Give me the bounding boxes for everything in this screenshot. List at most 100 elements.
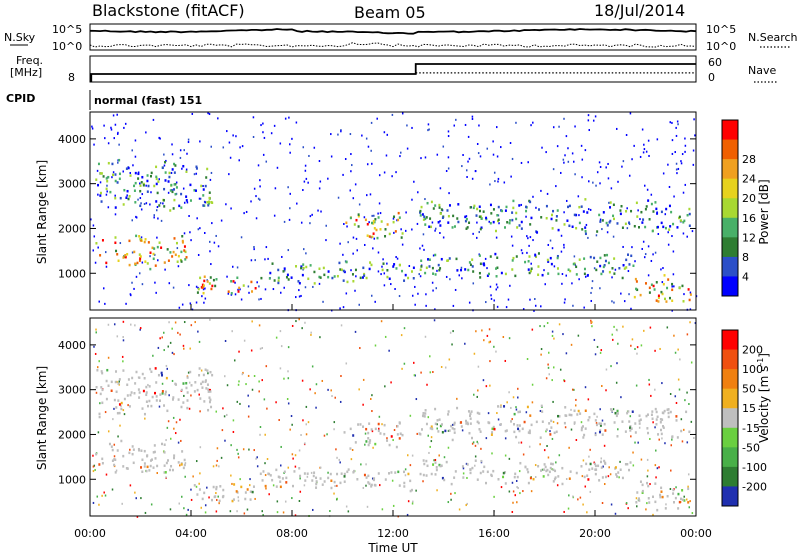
echo-cell: [472, 282, 475, 285]
echo-cell: [237, 383, 240, 386]
echo-cell: [260, 276, 263, 280]
echo-cell: [275, 401, 277, 404]
echo-cell: [639, 293, 642, 297]
colorbar-swatch: [722, 198, 738, 219]
echo-cell: [546, 258, 549, 262]
echo-cell: [210, 498, 213, 502]
echo-cell: [599, 218, 602, 221]
frequency-line: [90, 63, 696, 82]
echo-cell: [354, 183, 357, 186]
echo-cell: [684, 150, 686, 153]
echo-cell: [195, 460, 198, 463]
echo-cell: [168, 171, 171, 175]
echo-cell: [199, 472, 201, 475]
echo-cell: [394, 471, 397, 474]
echo-cell: [540, 469, 543, 472]
echo-cell: [471, 466, 474, 470]
echo-cell: [422, 233, 425, 236]
echo-cell: [667, 415, 670, 419]
echo-cell: [388, 349, 390, 352]
echo-cell: [239, 402, 241, 405]
echo-cell: [319, 276, 322, 279]
echo-cell: [370, 121, 373, 124]
echo-cell: [675, 126, 677, 129]
echo-cell: [330, 479, 333, 483]
echo-cell: [159, 337, 161, 340]
echo-cell: [127, 197, 130, 201]
echo-cell: [679, 497, 682, 501]
echo-cell: [401, 269, 404, 273]
echo-cell: [163, 349, 165, 352]
echo-cell: [604, 475, 607, 479]
echo-cell: [527, 431, 530, 434]
echo-cell: [180, 405, 183, 409]
echo-cell: [544, 465, 547, 469]
echo-cell: [668, 228, 671, 231]
echo-cell: [132, 448, 135, 451]
echo-cell: [290, 276, 293, 279]
echo-cell: [485, 216, 488, 220]
echo-cell: [370, 294, 373, 297]
echo-cell: [298, 449, 301, 452]
echo-cell: [319, 180, 322, 183]
echo-cell: [622, 245, 624, 248]
echo-cell: [477, 152, 480, 155]
echo-cell: [200, 382, 203, 386]
echo-cell: [517, 487, 519, 490]
echo-cell: [96, 495, 99, 498]
echo-cell: [486, 274, 489, 278]
echo-cell: [482, 262, 485, 266]
y-tick-label: 1000: [58, 473, 86, 486]
echo-cell: [464, 215, 467, 219]
echo-cell: [510, 420, 513, 423]
echo-cell: [146, 179, 149, 183]
echo-cell: [638, 422, 641, 425]
echo-cell: [174, 321, 177, 324]
echo-cell: [236, 276, 239, 280]
echo-cell: [568, 446, 570, 449]
echo-cell: [303, 472, 306, 475]
echo-cell: [440, 365, 443, 368]
echo-cell: [128, 239, 131, 243]
echo-cell: [636, 491, 639, 494]
echo-cell: [545, 204, 548, 208]
echo-cell: [177, 461, 180, 464]
echo-cell: [612, 408, 615, 411]
echo-cell: [186, 152, 188, 155]
echo-cell: [321, 483, 324, 486]
colorbar-swatch: [722, 276, 738, 297]
echo-cell: [237, 452, 239, 455]
echo-cell: [228, 141, 231, 144]
echo-cell: [190, 324, 193, 327]
echo-cell: [133, 250, 136, 254]
echo-cell: [304, 479, 307, 482]
echo-cell: [587, 236, 589, 239]
echo-cell: [195, 485, 198, 488]
echo-cell: [418, 273, 420, 276]
echo-cell: [268, 277, 271, 280]
echo-cell: [202, 188, 205, 191]
echo-cell: [313, 146, 316, 149]
echo-cell: [117, 399, 120, 402]
echo-cell: [352, 252, 354, 255]
echo-cell: [371, 162, 373, 165]
echo-cell: [503, 226, 506, 229]
echo-cell: [101, 401, 104, 405]
echo-cell: [115, 390, 118, 394]
echo-cell: [388, 277, 391, 281]
echo-cell: [122, 320, 125, 323]
echo-cell: [141, 261, 144, 264]
echo-cell: [541, 420, 544, 423]
echo-cell: [224, 339, 227, 342]
echo-cell: [450, 498, 452, 501]
echo-cell: [411, 502, 414, 505]
echo-cell: [92, 465, 95, 468]
echo-cell: [336, 472, 339, 476]
echo-cell: [311, 365, 314, 368]
echo-cell: [677, 348, 679, 351]
echo-cell: [289, 143, 291, 146]
echo-cell: [406, 124, 408, 127]
echo-cell: [112, 171, 115, 174]
echo-cell: [670, 210, 673, 214]
